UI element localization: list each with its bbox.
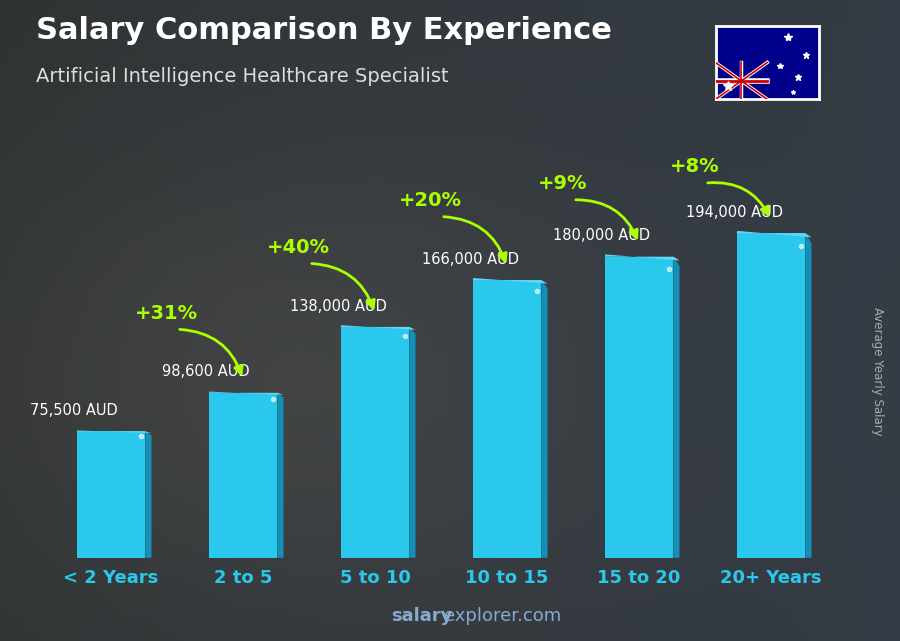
Polygon shape: [541, 280, 547, 558]
Polygon shape: [341, 325, 416, 329]
Polygon shape: [673, 256, 680, 558]
Text: +9%: +9%: [537, 174, 587, 193]
Text: Artificial Intelligence Healthcare Specialist: Artificial Intelligence Healthcare Speci…: [36, 67, 448, 87]
Text: 75,500 AUD: 75,500 AUD: [31, 403, 118, 418]
Polygon shape: [341, 327, 410, 558]
Text: +31%: +31%: [135, 304, 198, 322]
Text: 194,000 AUD: 194,000 AUD: [686, 205, 782, 220]
Polygon shape: [737, 233, 806, 558]
Polygon shape: [472, 278, 547, 283]
Polygon shape: [605, 254, 680, 260]
Text: Salary Comparison By Experience: Salary Comparison By Experience: [36, 16, 612, 45]
Polygon shape: [209, 393, 277, 558]
Text: salary: salary: [392, 607, 453, 625]
Polygon shape: [209, 392, 284, 395]
Polygon shape: [806, 233, 812, 558]
Polygon shape: [737, 231, 812, 237]
Text: explorer.com: explorer.com: [444, 607, 561, 625]
Text: 98,600 AUD: 98,600 AUD: [162, 365, 250, 379]
Text: +8%: +8%: [670, 158, 719, 176]
Polygon shape: [76, 431, 145, 558]
Polygon shape: [277, 393, 284, 558]
Polygon shape: [410, 327, 416, 558]
Text: Average Yearly Salary: Average Yearly Salary: [871, 308, 884, 436]
Polygon shape: [76, 431, 151, 433]
Text: 166,000 AUD: 166,000 AUD: [421, 252, 518, 267]
Text: 180,000 AUD: 180,000 AUD: [554, 228, 651, 244]
Polygon shape: [145, 431, 151, 558]
Polygon shape: [472, 280, 541, 558]
Text: +40%: +40%: [267, 238, 330, 256]
Text: +20%: +20%: [399, 191, 462, 210]
Polygon shape: [605, 256, 673, 558]
Text: 138,000 AUD: 138,000 AUD: [290, 299, 386, 313]
